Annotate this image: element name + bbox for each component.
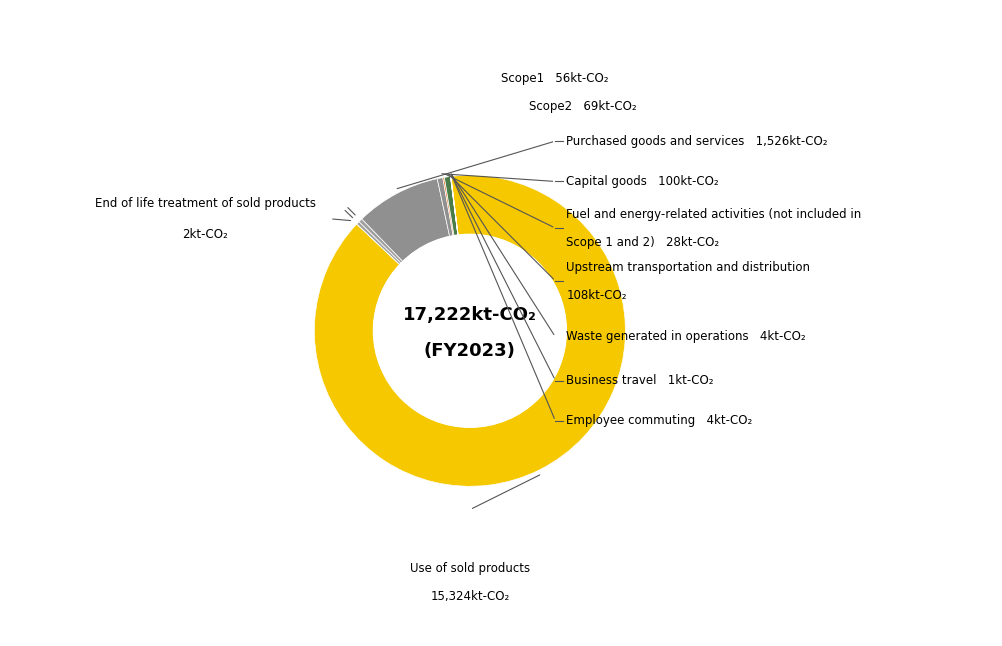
- Wedge shape: [451, 176, 458, 235]
- Wedge shape: [443, 178, 454, 236]
- Wedge shape: [451, 176, 458, 235]
- Text: 17,222kt-CO₂: 17,222kt-CO₂: [403, 306, 537, 324]
- Text: Employee commuting   4kt-CO₂: Employee commuting 4kt-CO₂: [566, 415, 753, 428]
- Wedge shape: [437, 178, 453, 236]
- Wedge shape: [451, 176, 458, 235]
- Text: Scope 1 and 2)   28kt-CO₂: Scope 1 and 2) 28kt-CO₂: [566, 236, 719, 249]
- Wedge shape: [444, 176, 458, 236]
- Text: Business travel   1kt-CO₂: Business travel 1kt-CO₂: [566, 374, 713, 387]
- Text: (FY2023): (FY2023): [424, 342, 516, 360]
- Text: 2kt-CO₂: 2kt-CO₂: [182, 228, 228, 241]
- Wedge shape: [362, 179, 450, 262]
- Text: End of life treatment of sold products: End of life treatment of sold products: [95, 197, 316, 210]
- Text: 108kt-CO₂: 108kt-CO₂: [566, 289, 627, 302]
- Text: Waste generated in operations   4kt-CO₂: Waste generated in operations 4kt-CO₂: [566, 331, 806, 344]
- Text: Fuel and energy-related activities (not included in: Fuel and energy-related activities (not …: [566, 207, 862, 221]
- Text: Purchased goods and services   1,526kt-CO₂: Purchased goods and services 1,526kt-CO₂: [566, 134, 828, 147]
- Text: Use of sold products: Use of sold products: [410, 562, 530, 575]
- Text: 15,324kt-CO₂: 15,324kt-CO₂: [430, 590, 510, 603]
- Text: Upstream transportation and distribution: Upstream transportation and distribution: [566, 260, 811, 273]
- Text: Scope1   56kt-CO₂: Scope1 56kt-CO₂: [501, 72, 608, 85]
- Circle shape: [374, 234, 566, 427]
- Wedge shape: [357, 224, 400, 265]
- Text: Scope2   69kt-CO₂: Scope2 69kt-CO₂: [529, 100, 636, 113]
- Wedge shape: [359, 219, 403, 263]
- Text: Capital goods   100kt-CO₂: Capital goods 100kt-CO₂: [566, 175, 719, 188]
- Wedge shape: [357, 222, 401, 265]
- Wedge shape: [315, 175, 625, 486]
